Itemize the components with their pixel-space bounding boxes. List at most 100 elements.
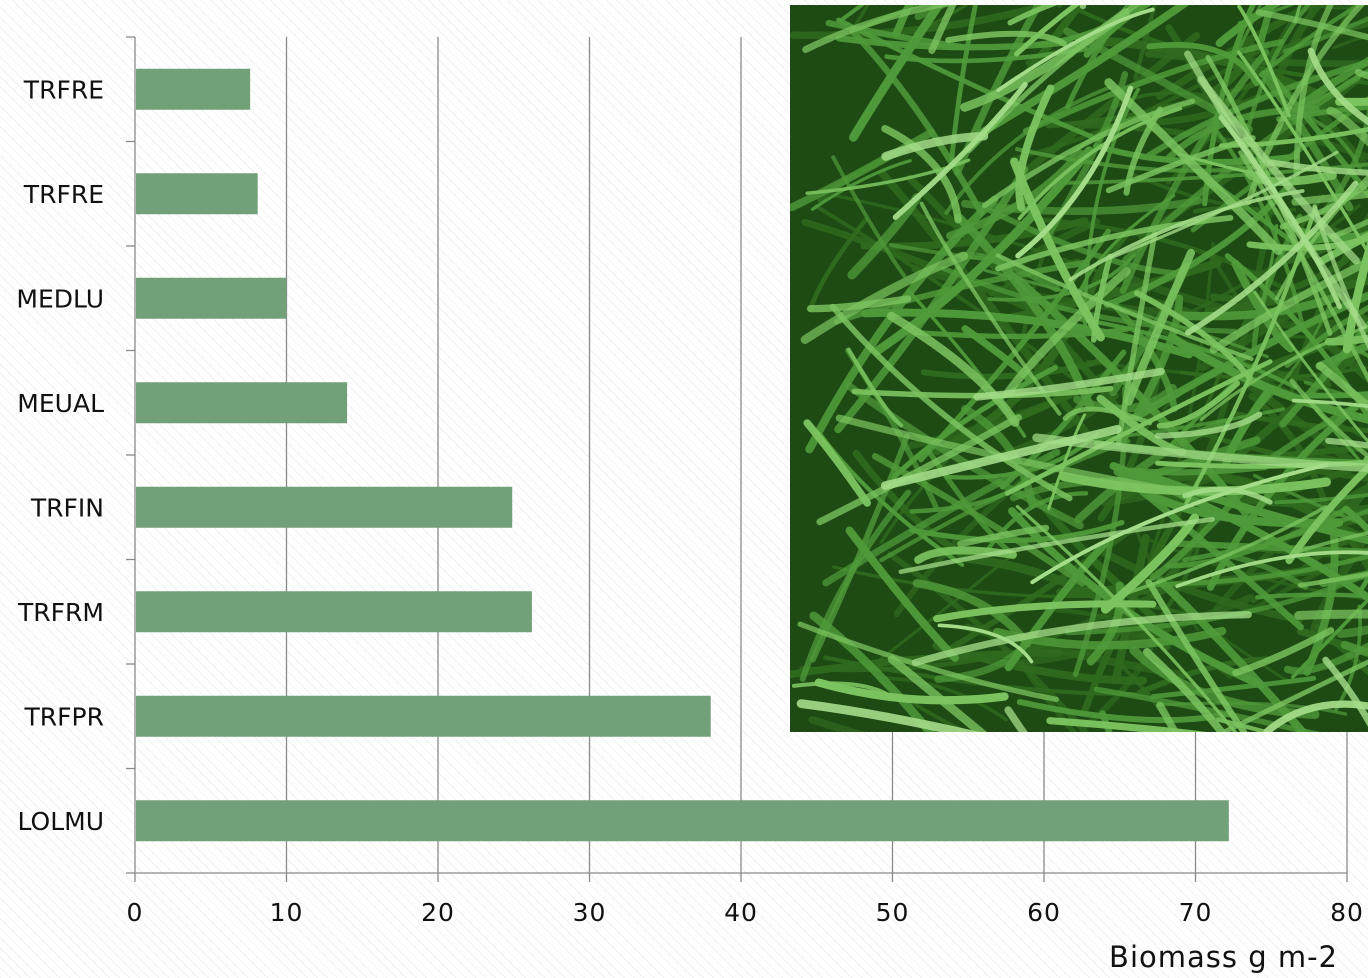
grass-blade	[944, 85, 1113, 215]
grass-blade	[1240, 5, 1311, 152]
grass-blade	[1013, 5, 1080, 57]
grass-blade	[1258, 5, 1363, 78]
grass-blade	[1297, 571, 1368, 588]
bar	[136, 382, 348, 424]
grass-blade	[1129, 645, 1320, 719]
grass-blade	[1307, 47, 1368, 126]
category-label: TRFPR	[24, 702, 104, 731]
grass-blade	[836, 17, 1102, 142]
grass-blade	[919, 201, 1062, 416]
grass-blade	[846, 347, 904, 428]
x-tick-label: 60	[1027, 898, 1061, 927]
grass-blade	[1197, 76, 1360, 265]
grass-blade	[983, 268, 1269, 359]
category-label: MEUAL	[17, 389, 104, 418]
grass-blade	[1145, 59, 1368, 159]
grass-blade	[1182, 486, 1273, 505]
x-tick-label: 80	[1330, 898, 1364, 927]
grass-blade	[898, 517, 1215, 574]
grass-blade	[1110, 300, 1178, 412]
grass-blade	[911, 611, 1252, 667]
x-tick-label: 30	[573, 898, 607, 927]
grass-blade	[1154, 411, 1263, 439]
bar	[136, 800, 1229, 842]
bar	[136, 68, 251, 110]
grass-blade	[945, 30, 1067, 47]
grass-blade	[1232, 411, 1368, 434]
grass-blade	[1083, 5, 1152, 58]
grass-blade	[1303, 380, 1368, 403]
grass-blade	[932, 600, 1157, 623]
grass-blade	[1285, 463, 1368, 565]
grass-blade	[1255, 9, 1368, 41]
grass-blade	[1276, 104, 1368, 122]
bars	[136, 68, 1229, 842]
bar	[136, 173, 258, 215]
x-tick-label: 70	[1179, 898, 1213, 927]
grass-blade	[1216, 717, 1274, 732]
grass-blade	[913, 5, 970, 35]
grass-blade	[802, 5, 955, 53]
grass-blade	[800, 251, 969, 344]
category-label: TRFIN	[30, 493, 104, 522]
grass-blade	[1268, 19, 1368, 59]
grass-blade	[1147, 491, 1344, 528]
grass-blade	[1336, 625, 1368, 639]
grass-blade	[1114, 505, 1328, 599]
grass-blade	[1185, 180, 1359, 336]
grass-blade	[1266, 159, 1368, 176]
grass-blade	[1046, 717, 1207, 732]
grass-blade	[1237, 5, 1295, 25]
grass-blade	[976, 5, 1190, 138]
grass-blade	[1218, 115, 1343, 310]
x-tick-label: 0	[127, 898, 144, 927]
grass-blade	[1255, 592, 1368, 600]
grass-blade	[1047, 413, 1087, 511]
grass-blade	[1325, 437, 1368, 449]
grass-blade	[1127, 464, 1269, 476]
grass-blade	[1143, 648, 1227, 732]
grass-blade	[920, 358, 1104, 380]
grass-blade	[999, 258, 1222, 324]
grass-blade	[937, 623, 1034, 664]
grass-blade	[1015, 85, 1134, 259]
grass-blade	[1058, 471, 1331, 496]
grass-blade	[810, 159, 912, 211]
grass-blade	[1294, 531, 1368, 554]
grass-blade	[878, 169, 1094, 442]
grass-blade	[1291, 398, 1368, 408]
grass-blade	[1326, 106, 1368, 147]
bar	[136, 486, 513, 528]
grass-blade	[1002, 267, 1131, 399]
grass-blade	[1274, 174, 1368, 301]
grass-blade	[1314, 623, 1368, 676]
grass-blade	[803, 419, 871, 507]
grass-blade	[891, 364, 1058, 480]
grass-blade	[1263, 700, 1368, 732]
grass-blade	[806, 295, 912, 313]
grass-blade	[949, 5, 978, 163]
grass-blade	[1155, 701, 1348, 716]
grass-blade	[796, 699, 980, 732]
grass-blade	[1274, 492, 1368, 505]
grass-blade	[1017, 106, 1183, 221]
grass-blade	[887, 655, 988, 732]
grass-blade	[1209, 257, 1368, 354]
grass-blade	[1010, 157, 1105, 342]
axes	[126, 36, 1348, 882]
category-label: TRFRE	[23, 180, 104, 209]
grass-blade	[831, 155, 907, 278]
bar	[136, 277, 287, 319]
grass-blade	[1303, 134, 1368, 161]
grass-blade	[892, 81, 1028, 220]
x-tick-label: 20	[421, 898, 455, 927]
category-label: LOLMU	[17, 807, 104, 836]
grass-blade	[1232, 627, 1335, 677]
grass-blade	[1134, 290, 1253, 381]
grass-blade	[1030, 462, 1329, 585]
grass-blade	[1238, 150, 1368, 383]
x-tick-label: 50	[876, 898, 910, 927]
grass-blade	[1294, 609, 1368, 620]
grass-blade	[1146, 42, 1260, 87]
grass-blade	[1293, 5, 1334, 185]
